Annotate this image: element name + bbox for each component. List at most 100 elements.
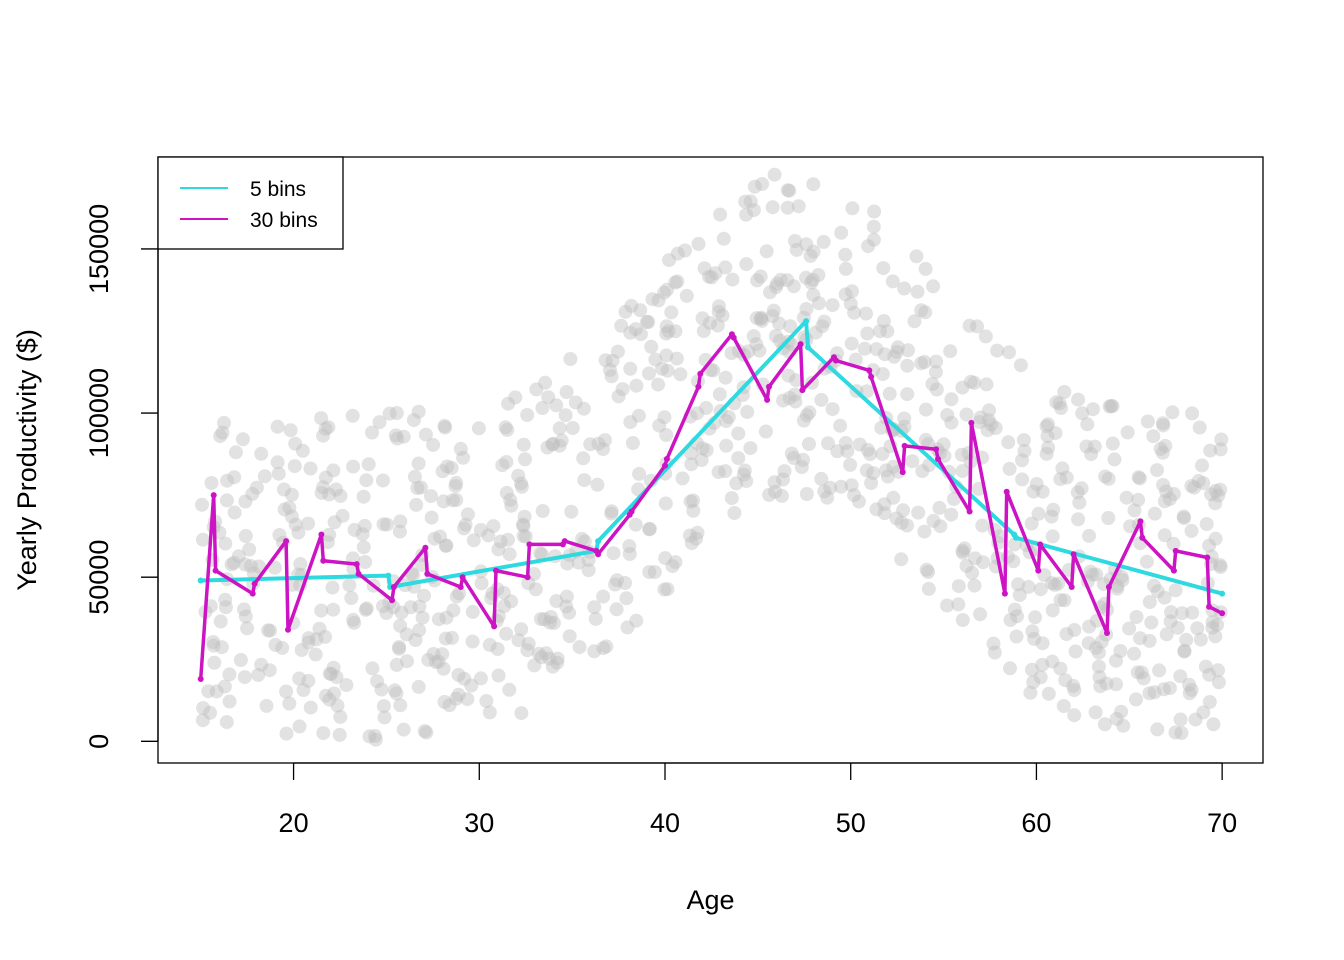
data-point (765, 200, 780, 215)
data-point (776, 472, 790, 487)
data-point (987, 645, 1002, 660)
data-point (535, 401, 550, 415)
data-point (1007, 602, 1022, 617)
data-point (890, 340, 905, 355)
data-point (271, 466, 286, 481)
data-point (596, 641, 611, 656)
data-point (1206, 717, 1221, 732)
data-point (847, 488, 862, 503)
data-point (719, 438, 734, 453)
data-point (1208, 496, 1223, 511)
data-point (1052, 396, 1067, 411)
scatter-points (195, 167, 1229, 747)
data-point (766, 303, 781, 318)
data-point (753, 311, 768, 326)
data-point (435, 464, 450, 479)
data-point (603, 362, 617, 377)
data-point (609, 602, 624, 617)
data-point (1035, 636, 1050, 651)
data-point (415, 610, 430, 625)
data-point (1131, 492, 1146, 507)
series-point (628, 508, 635, 515)
data-point (346, 612, 361, 627)
data-point (1057, 593, 1072, 608)
data-point (690, 406, 705, 421)
data-point (1049, 395, 1064, 410)
data-point (408, 633, 423, 647)
data-point (251, 668, 266, 682)
data-point (1195, 458, 1209, 473)
series-point (459, 574, 466, 581)
data-point (686, 493, 701, 508)
data-point (986, 636, 1001, 651)
data-point (1175, 606, 1190, 621)
data-point (303, 461, 318, 476)
data-point (1029, 477, 1044, 491)
data-point (549, 594, 564, 608)
data-point (324, 666, 339, 681)
data-point (376, 699, 391, 714)
data-point (318, 421, 333, 436)
data-point (320, 535, 335, 550)
data-point (389, 686, 404, 701)
data-point (392, 641, 407, 656)
data-point (1021, 579, 1036, 594)
data-point (951, 597, 966, 612)
data-point (368, 732, 383, 747)
data-point (918, 261, 933, 276)
data-point (237, 670, 252, 685)
data-point (546, 615, 561, 630)
series-point (1070, 551, 1077, 558)
data-point (267, 560, 282, 575)
data-point (749, 337, 764, 352)
y-tick-label: 100000 (84, 368, 114, 458)
data-point (407, 469, 422, 484)
data-point (1045, 603, 1060, 618)
data-point (1074, 481, 1089, 496)
data-point (869, 342, 884, 357)
data-point (743, 194, 758, 209)
data-point (1048, 426, 1063, 441)
data-point (767, 475, 782, 490)
data-point (394, 605, 409, 620)
data-point (552, 438, 567, 453)
data-point (1173, 712, 1188, 727)
data-point (520, 643, 535, 658)
data-point (815, 319, 830, 334)
data-point (684, 446, 698, 461)
data-point (301, 516, 316, 531)
data-point (1046, 502, 1061, 517)
data-point (195, 497, 209, 512)
data-point (449, 691, 464, 706)
data-point (673, 367, 688, 382)
data-point (651, 377, 666, 392)
data-point (588, 611, 603, 626)
data-point (534, 650, 549, 665)
data-point (543, 610, 558, 624)
data-point (222, 694, 237, 709)
data-point (1150, 722, 1165, 737)
series-point (526, 541, 533, 548)
data-point (356, 489, 371, 504)
data-point (262, 663, 277, 678)
data-point (706, 363, 721, 378)
data-point (918, 432, 933, 447)
data-point (355, 527, 370, 542)
data-point (604, 369, 619, 384)
data-point (814, 392, 829, 407)
series-point (457, 584, 464, 590)
data-point (251, 559, 266, 574)
data-point (880, 324, 895, 339)
data-point (834, 479, 849, 494)
data-point (1179, 632, 1194, 647)
data-point (539, 646, 554, 661)
data-point (511, 468, 526, 483)
data-point (979, 377, 994, 392)
data-point (752, 343, 767, 358)
series-point (353, 561, 360, 568)
data-point (911, 505, 926, 520)
data-point (660, 582, 675, 597)
data-point (788, 394, 803, 409)
series-point (389, 597, 395, 604)
data-point (482, 705, 497, 720)
